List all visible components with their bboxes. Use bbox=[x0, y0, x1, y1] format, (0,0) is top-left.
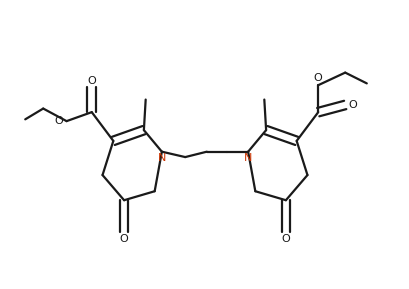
Text: O: O bbox=[119, 234, 128, 244]
Text: N: N bbox=[157, 153, 166, 163]
Text: O: O bbox=[87, 75, 96, 86]
Text: N: N bbox=[243, 153, 252, 163]
Text: O: O bbox=[54, 116, 63, 126]
Text: O: O bbox=[313, 73, 322, 83]
Text: O: O bbox=[348, 100, 357, 110]
Text: O: O bbox=[281, 234, 290, 244]
